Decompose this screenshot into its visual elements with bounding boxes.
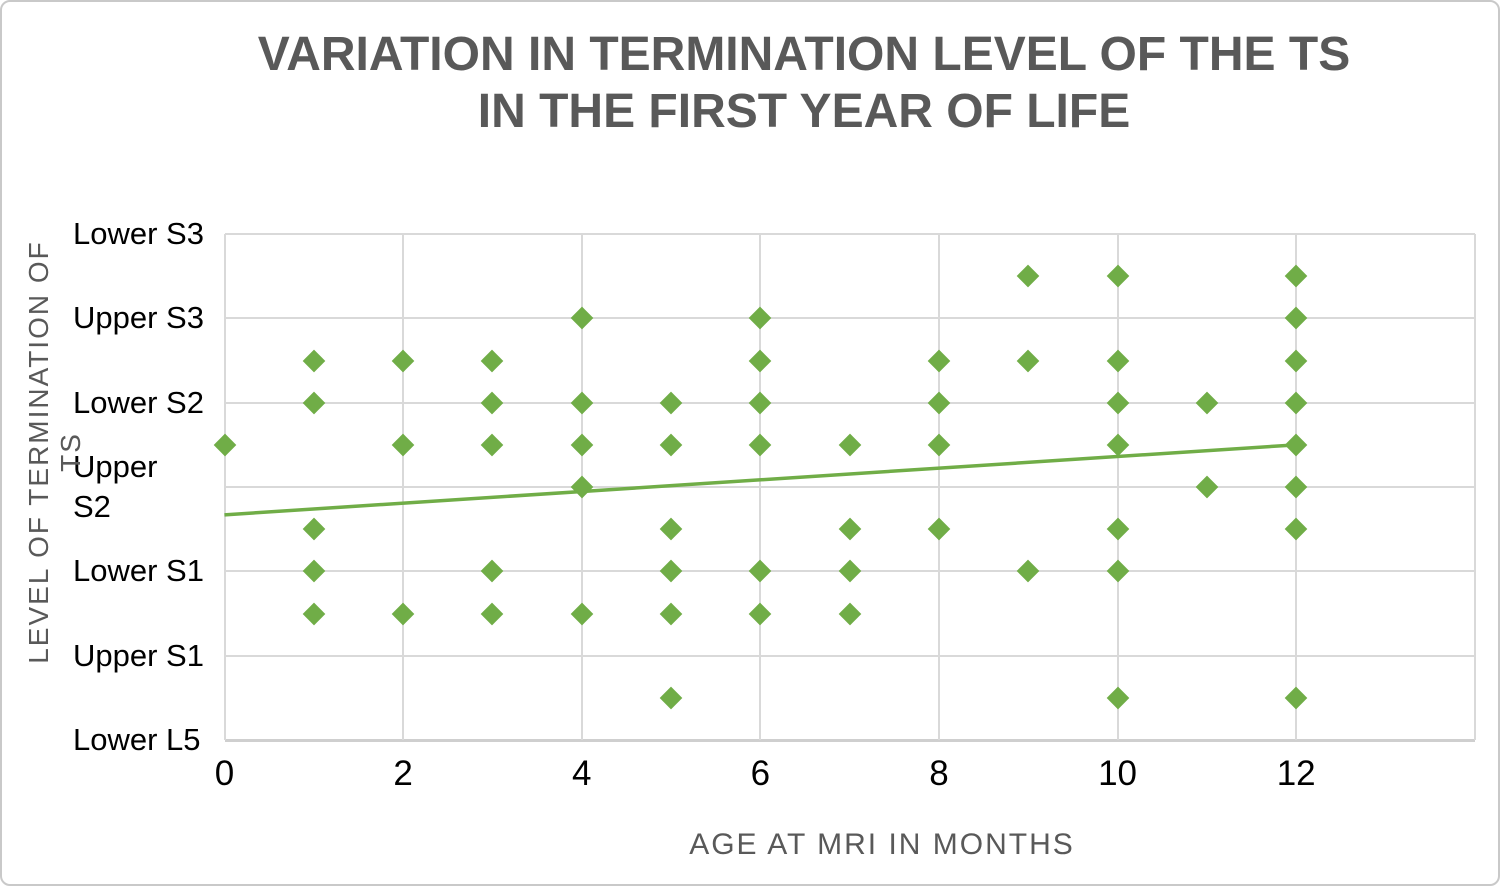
- trend-line: [224, 443, 1297, 517]
- horizontal-gridline: [224, 739, 1475, 742]
- vertical-gridline: [937, 234, 940, 740]
- vertical-gridline: [1116, 234, 1119, 740]
- x-tick-label: 4: [571, 754, 592, 793]
- chart-title-line2: IN THE FIRST YEAR OF LIFE: [477, 85, 1131, 138]
- horizontal-gridline: [224, 486, 1475, 488]
- x-tick-label: 2: [393, 754, 413, 793]
- x-tick-label: 12: [1276, 754, 1316, 793]
- y-tick-label: Lower L5: [73, 722, 201, 757]
- vertical-gridline: [402, 234, 405, 740]
- y-tick-label: Upper S2: [73, 449, 158, 524]
- horizontal-gridline: [224, 654, 1475, 657]
- horizontal-gridline: [224, 233, 1475, 235]
- y-tick-label: Upper S3: [73, 300, 204, 336]
- horizontal-gridline: [224, 401, 1475, 404]
- chart-title-line1: VARIATION IN TERMINATION LEVEL OF THE TS: [257, 28, 1351, 81]
- x-tick-label: 8: [929, 754, 949, 793]
- y-tick-label: Lower S3: [73, 216, 204, 251]
- x-axis-title: AGE AT MRI IN MONTHS: [689, 828, 1075, 861]
- chart-title: VARIATION IN TERMINATION LEVEL OF THE TS…: [104, 26, 1498, 140]
- vertical-gridline: [223, 234, 226, 740]
- horizontal-gridline: [224, 317, 1475, 320]
- y-tick-label: Lower S1: [73, 553, 204, 589]
- x-tick-label: 0: [214, 754, 235, 793]
- vertical-gridline: [1473, 234, 1476, 740]
- x-tick-label: 10: [1098, 754, 1138, 793]
- vertical-gridline: [759, 234, 762, 740]
- y-tick-label: Upper S1: [73, 637, 204, 673]
- x-tick-label: 6: [750, 754, 771, 793]
- y-tick-label: Lower S2: [73, 384, 204, 420]
- y-axis-title: LEVEL OF TERMINATION OF TS: [23, 240, 86, 664]
